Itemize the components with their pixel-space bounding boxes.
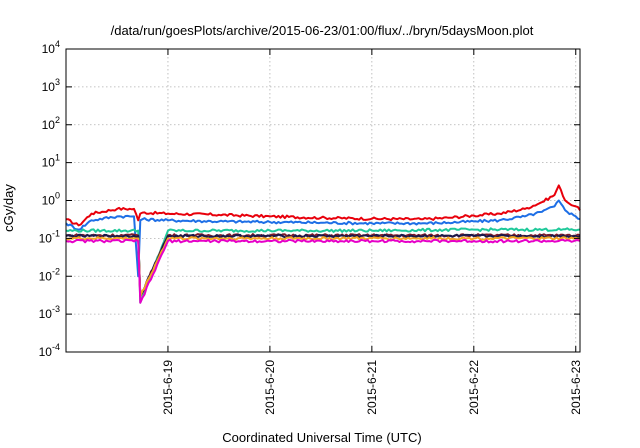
x-tick-label: 2015-6-20 [263, 360, 277, 415]
series-line [65, 233, 581, 298]
x-axis-label: Coordinated Universal Time (UTC) [222, 430, 421, 445]
data-series [65, 184, 581, 304]
y-tick-label: 101 [42, 153, 60, 170]
y-axis-label: cGy/day [1, 184, 16, 232]
y-tick-label: 10-4 [39, 342, 60, 359]
series-line [65, 233, 581, 298]
y-tick-label: 102 [42, 115, 60, 132]
axes: 10-4 10-3 10-2 10-1 100 101 102 103 104 2015-6-19… [39, 39, 583, 415]
series-line [65, 236, 581, 298]
y-tick-label: 103 [42, 77, 60, 94]
y-tick-label: 10-1 [39, 228, 60, 245]
x-tick-label: 2015-6-19 [161, 360, 175, 415]
x-tick-label: 2015-6-22 [467, 360, 481, 415]
y-tick-label: 10-3 [39, 304, 60, 321]
chart-title: /data/run/goesPlots/archive/2015-06-23/0… [111, 23, 534, 38]
y-tick-label: 100 [42, 191, 60, 208]
grid-lines [66, 49, 580, 352]
series-line [65, 238, 581, 304]
series-line [66, 184, 581, 227]
x-tick-label: 2015-6-23 [569, 360, 583, 415]
y-tick-label: 10-2 [39, 266, 60, 283]
series-line [65, 199, 581, 278]
x-tick-label: 2015-6-21 [365, 360, 379, 415]
y-tick-label: 104 [42, 39, 60, 56]
